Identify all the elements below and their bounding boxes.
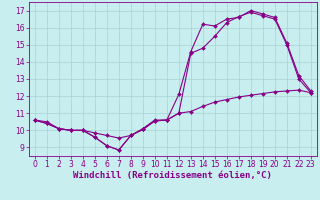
X-axis label: Windchill (Refroidissement éolien,°C): Windchill (Refroidissement éolien,°C)	[73, 171, 272, 180]
